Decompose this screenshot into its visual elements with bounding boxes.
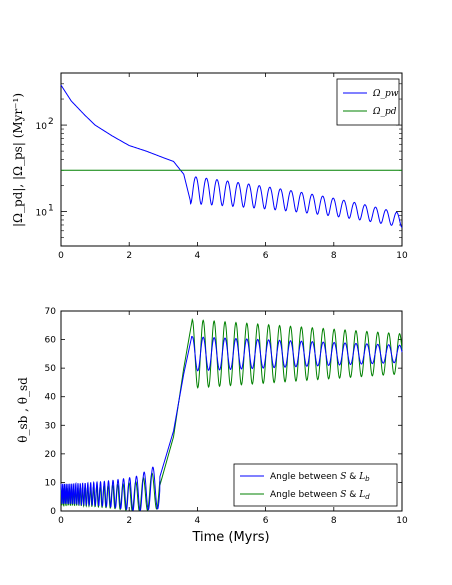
top-ytick-exp: 2: [48, 117, 54, 127]
bottom-ytick-label: 30: [45, 421, 57, 431]
bottom-ytick-label: 10: [45, 478, 57, 488]
bottom-plot-frame: [60, 310, 403, 512]
bottom-xtick-label: 10: [396, 516, 408, 526]
bottom-legend-box: [233, 463, 398, 507]
bottom-xtick-label: 8: [331, 516, 337, 526]
top-xtick-label: 4: [195, 251, 201, 261]
top-series-omega-pw: [60, 84, 403, 228]
bottom-xtick-label: 6: [263, 516, 269, 526]
bottom-ytick-label: 20: [45, 450, 57, 460]
top-legend-label-2: Ω_pd: [372, 107, 397, 117]
bottom-ytick-label: 0: [50, 507, 56, 517]
bottom-chart: 0 2 4 6 8 10 0 10 20 30 40 50 60 70 θ_sb , θ_sd Time …: [16, 307, 408, 545]
bottom-ytick-label: 40: [45, 393, 57, 403]
top-xtick-label: 8: [331, 251, 337, 261]
top-ytick-exp: 1: [48, 204, 54, 214]
bottom-series-theta-sb: [60, 335, 403, 511]
bottom-xtick-label: 4: [195, 516, 201, 526]
top-legend-box: [336, 78, 400, 126]
top-legend-label-1: Ω_pw: [372, 89, 399, 99]
bottom-xtick-label: 2: [126, 516, 132, 526]
top-xtick-label: 0: [58, 251, 64, 261]
top-ylabel: |Ω_pd|, |Ω_ps| (Myr⁻¹): [11, 93, 25, 227]
top-xtick-label: 10: [396, 251, 408, 261]
bottom-xtick-label: 0: [58, 516, 64, 526]
bottom-ytick-label: 60: [45, 336, 57, 346]
bottom-legend-label-2: Angle between S & Ld: [270, 490, 370, 501]
top-xtick-label: 2: [126, 251, 132, 261]
top-xtick-label: 6: [263, 251, 269, 261]
top-legend: Ω_pw Ω_pd: [336, 78, 400, 126]
bottom-ylabel: θ_sb , θ_sd: [16, 377, 30, 443]
top-ytick-label: 10: [36, 209, 48, 219]
bottom-legend: Angle between S & Lb Angle between S & L…: [233, 463, 398, 507]
bottom-legend-label-1: Angle between S & Lb: [270, 472, 370, 483]
bottom-ytick-label: 50: [45, 364, 57, 374]
bottom-ytick-label: 70: [45, 307, 57, 317]
top-ytick-label: 10: [36, 122, 48, 132]
bottom-xlabel: Time (Myrs): [191, 530, 269, 545]
